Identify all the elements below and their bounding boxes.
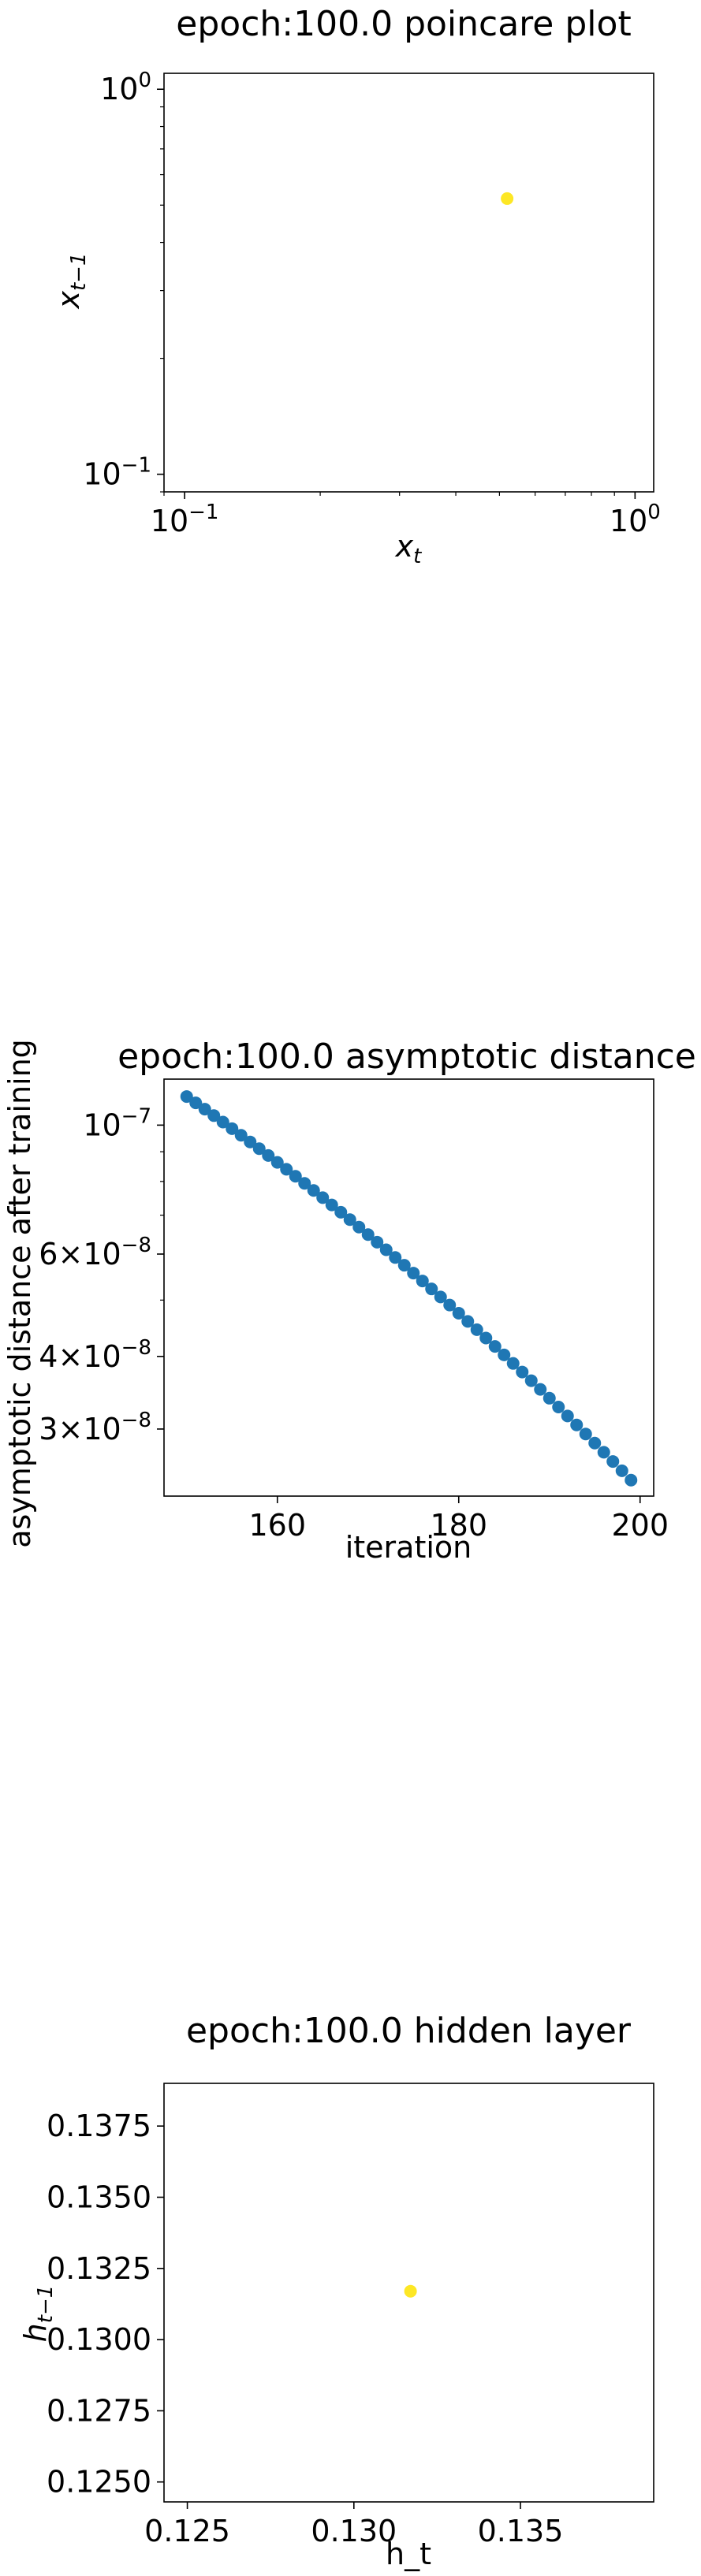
data-point: [352, 1220, 366, 1234]
data-point: [425, 1282, 438, 1296]
data-point: [216, 1115, 229, 1129]
data-point: [443, 1298, 457, 1312]
data-point: [262, 1148, 275, 1162]
x-tick-label: 0.125: [144, 2514, 230, 2548]
data-point: [506, 1357, 520, 1370]
data-point: [570, 1418, 584, 1431]
y-tick-label: 4×10−8: [39, 1336, 151, 1374]
data-point: [534, 1383, 547, 1396]
y-axis-label: ht−1: [18, 2285, 58, 2343]
y-axis-label: asymptotic distance after training: [2, 1039, 37, 1548]
data-point: [461, 1315, 475, 1328]
data-point: [207, 1109, 221, 1122]
data-point: [407, 1267, 420, 1280]
data-point: [189, 1096, 203, 1110]
data-point: [280, 1163, 293, 1176]
y-tick-label: 10−1: [83, 454, 151, 492]
x-tick-label: 180: [430, 1508, 487, 1543]
data-point: [316, 1191, 330, 1204]
y-tick-label: 0.1250: [47, 2465, 151, 2500]
data-point: [226, 1122, 239, 1135]
data-point: [452, 1306, 465, 1320]
x-tick-label: 160: [248, 1508, 306, 1543]
x-axis-label: xt: [395, 529, 423, 568]
x-tick-label: 200: [611, 1508, 669, 1543]
data-point: [234, 1129, 248, 1142]
chart-title: epoch:100.0 asymptotic distance: [117, 1037, 696, 1077]
y-tick-label: 0.1350: [47, 2180, 151, 2214]
x-axis-label: h_t: [386, 2537, 431, 2571]
x-tick-label: 10−1: [151, 501, 219, 538]
data-point: [579, 1428, 592, 1441]
y-tick-label: 0.1275: [47, 2393, 151, 2428]
y-axis-label: xt−1: [51, 252, 91, 309]
x-tick-label: 0.130: [311, 2514, 397, 2548]
data-point: [379, 1243, 393, 1256]
data-point: [389, 1251, 402, 1264]
plot-area: [163, 2083, 654, 2503]
data-point: [524, 1374, 538, 1387]
data-point: [479, 1331, 493, 1345]
data-point: [606, 1455, 620, 1469]
y-tick-label: 100: [100, 69, 151, 106]
data-point: [289, 1170, 302, 1183]
data-point: [307, 1184, 320, 1197]
data-point: [397, 1259, 411, 1272]
x-tick-label: 100: [610, 501, 661, 538]
data-point: [198, 1103, 211, 1116]
y-tick-label: 0.1375: [47, 2109, 151, 2143]
data-point: [361, 1228, 375, 1241]
data-point: [244, 1135, 257, 1148]
poincare-plot-chart: epoch:100.0 poincare plot 10−1 100 10−1 100…: [51, 4, 661, 568]
tick-group: 160 180 200 10−7 6×10−8 4×10−8 3×10−8: [39, 1104, 669, 1543]
data-point: [516, 1365, 529, 1379]
data-point: [625, 1473, 638, 1487]
data-point: [597, 1446, 610, 1459]
data-point: [498, 1348, 511, 1361]
data-point: [434, 1290, 447, 1304]
data-point: [343, 1213, 356, 1227]
data-point: [488, 1340, 502, 1353]
plot-area: [163, 73, 654, 493]
x-tick-label: 0.135: [478, 2514, 564, 2548]
data-points: [180, 1090, 638, 1487]
hidden-layer-chart: epoch:100.0 hidden layer 0.125 0.130 0.135…: [18, 2011, 654, 2571]
chart-title: epoch:100.0 hidden layer: [186, 2011, 632, 2051]
data-points: [501, 192, 514, 205]
data-point: [270, 1156, 284, 1169]
data-point: [588, 1436, 602, 1450]
chart-title: epoch:100.0 poincare plot: [176, 4, 631, 44]
data-point: [325, 1198, 338, 1212]
data-point: [252, 1142, 266, 1156]
tick-group: 10−1 100 10−1 100: [83, 69, 660, 538]
data-point: [404, 2284, 417, 2298]
y-tick-label: 6×10−8: [39, 1234, 151, 1271]
asymptotic-distance-chart: epoch:100.0 asymptotic distance 160 180 20…: [2, 1037, 696, 1565]
data-point: [615, 1464, 628, 1477]
data-point: [552, 1401, 565, 1414]
data-point: [298, 1177, 311, 1190]
y-tick-label: 3×10−8: [39, 1409, 151, 1446]
data-point: [180, 1090, 193, 1104]
data-point: [501, 192, 514, 205]
y-tick-label: 0.1325: [47, 2251, 151, 2286]
plot-area: [163, 1078, 654, 1497]
y-tick-label: 0.1300: [47, 2322, 151, 2357]
data-point: [371, 1235, 384, 1249]
data-points: [404, 2284, 417, 2298]
tick-group: 0.125 0.130 0.135 0.1250 0.1275 0.1300 0.1325 0…: [47, 2109, 563, 2548]
data-point: [334, 1205, 348, 1219]
data-point: [470, 1323, 483, 1336]
data-point: [416, 1275, 429, 1288]
x-axis-label: iteration: [345, 1530, 472, 1565]
y-tick-label: 10−7: [83, 1104, 151, 1142]
data-point: [543, 1391, 556, 1405]
data-point: [561, 1409, 574, 1423]
